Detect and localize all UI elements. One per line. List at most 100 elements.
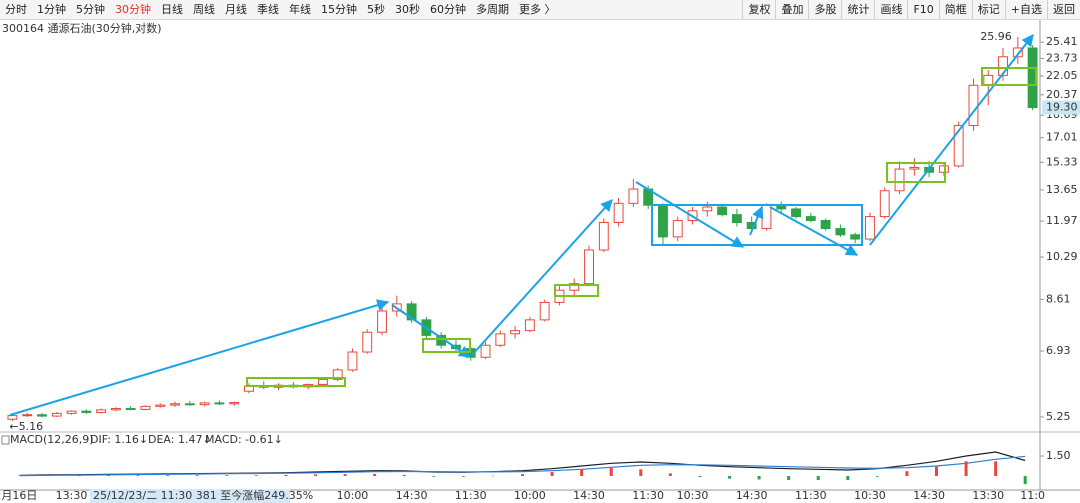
macd-bar: [728, 476, 731, 479]
candle-body: [539, 301, 550, 321]
macd-bar: [461, 476, 465, 477]
macd-bar: [47, 475, 51, 476]
period-tab[interactable]: 30分钟: [115, 3, 151, 16]
period-tab[interactable]: 年线: [289, 3, 311, 16]
tool-button[interactable]: 复权: [742, 0, 775, 19]
tool-button[interactable]: 统计: [841, 0, 874, 19]
x-tick-label: 13:30: [56, 489, 88, 502]
candle-body: [66, 410, 77, 414]
x-tick-label: 13:30: [972, 489, 1004, 502]
legend-entry: DIF: 1.16↓: [90, 433, 148, 446]
macd-bar: [18, 475, 22, 476]
period-tab[interactable]: 分时: [5, 3, 27, 16]
macd-bar: [491, 475, 495, 477]
price-mark: 25.96: [980, 30, 1012, 43]
consolidation-box: [554, 284, 599, 297]
tool-button[interactable]: 多股: [808, 0, 841, 19]
macd-bar: [314, 474, 317, 476]
macd-bar: [580, 469, 584, 476]
macd-bar: [402, 474, 406, 476]
tool-button[interactable]: 简框: [938, 0, 972, 19]
period-tab[interactable]: 多周期: [476, 3, 509, 16]
candle-body: [510, 330, 521, 335]
candle-body: [658, 204, 668, 238]
tool-button[interactable]: 返回: [1047, 0, 1080, 19]
y-tick-label: 5.25: [1046, 410, 1071, 423]
x-tick-label: 11:30: [632, 489, 664, 502]
macd-bar: [550, 472, 554, 476]
tool-button[interactable]: 叠加: [775, 0, 808, 19]
candle-body: [170, 403, 180, 406]
period-tab[interactable]: 周线: [193, 3, 215, 16]
candle-body: [820, 220, 831, 230]
period-tab[interactable]: 季线: [257, 3, 279, 16]
macd-bar: [107, 475, 110, 476]
candle-body: [96, 409, 107, 413]
consolidation-box: [886, 162, 946, 183]
period-tab[interactable]: 5秒: [367, 3, 385, 16]
macd-bar: [609, 468, 613, 476]
candle-body: [879, 190, 890, 218]
candle-body: [998, 56, 1008, 76]
x-tick-label: 10:00: [514, 489, 546, 502]
x-tick-label: 14:30: [573, 489, 605, 502]
macd-bar: [964, 461, 968, 476]
candle-body: [968, 84, 979, 126]
x-tick-label: 11:0: [1020, 489, 1045, 502]
price-mark: ←5.16: [9, 420, 43, 433]
candle-body: [214, 402, 225, 405]
trend-arrow: [471, 199, 613, 356]
panel-icon: [1, 435, 10, 445]
trend-arrow: [769, 206, 859, 256]
candle-body: [125, 408, 136, 411]
x-tick-label: 11:30: [795, 489, 827, 502]
macd-bar: [373, 473, 377, 476]
macd-bar: [195, 475, 199, 476]
period-tab[interactable]: 5分钟: [76, 3, 105, 16]
tool-button[interactable]: 标记: [971, 0, 1005, 19]
candle-body: [983, 74, 994, 86]
macd-bar: [639, 469, 643, 476]
candle-body: [1012, 47, 1023, 58]
consolidation-box: [981, 67, 1037, 86]
candle-body: [938, 165, 949, 173]
trend-arrow: [9, 299, 390, 416]
candle-body: [347, 351, 358, 371]
candle-body: [317, 378, 328, 385]
macd-bar: [254, 475, 258, 476]
period-tab[interactable]: 月线: [225, 3, 247, 16]
candle-body: [199, 402, 210, 406]
period-tab[interactable]: 30秒: [395, 3, 420, 16]
range-box: [651, 204, 863, 246]
consolidation-box: [246, 377, 346, 387]
candle-body: [791, 208, 801, 218]
candle-body: [37, 414, 47, 417]
macd-bar: [521, 474, 524, 476]
candle-body: [584, 249, 594, 285]
candle-body: [613, 202, 624, 224]
macd-bar: [166, 475, 170, 476]
period-tab[interactable]: 1分钟: [37, 3, 66, 16]
candle-body: [850, 234, 861, 240]
macd-bar: [787, 476, 791, 480]
period-tab[interactable]: 15分钟: [321, 3, 357, 16]
period-tab[interactable]: 更多 〉: [519, 3, 556, 16]
y-tick-label: 13.65: [1046, 183, 1078, 196]
macd-bar: [77, 475, 81, 476]
macd-bar: [432, 476, 436, 477]
candle-body: [761, 204, 772, 230]
candle-body: [229, 401, 240, 405]
tool-button[interactable]: 画线: [874, 0, 907, 19]
candle-body: [140, 405, 151, 410]
macd-bar: [284, 474, 288, 476]
tool-button[interactable]: F10: [907, 0, 938, 19]
candle-body: [7, 415, 18, 420]
macd-bar: [875, 476, 879, 477]
macd-bar: [816, 476, 820, 480]
candle-body: [495, 333, 506, 346]
period-tab[interactable]: 日线: [161, 3, 183, 16]
period-tab[interactable]: 60分钟: [430, 3, 466, 16]
tool-button[interactable]: +自选: [1004, 0, 1047, 19]
candle-body: [155, 404, 166, 407]
y-tick-label: 1.50: [1046, 449, 1071, 462]
